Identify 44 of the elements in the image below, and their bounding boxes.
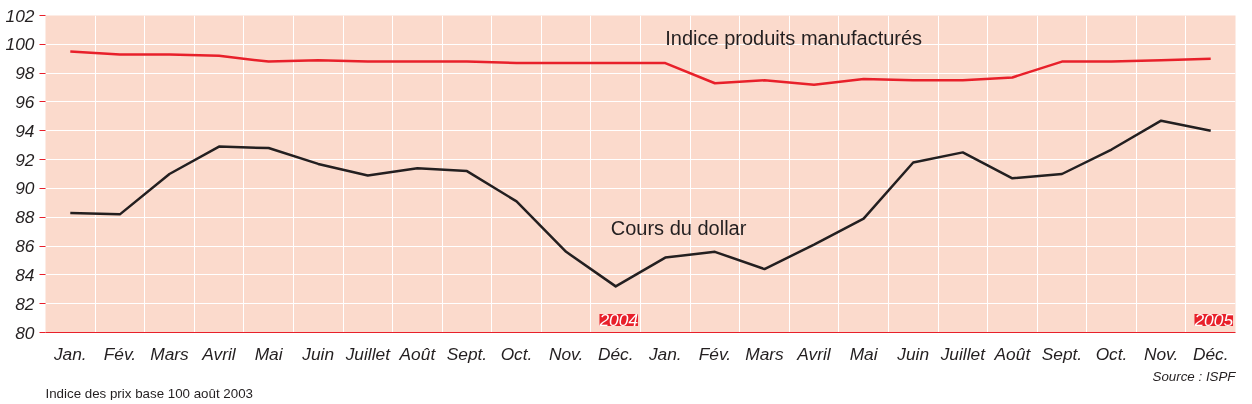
source-note: Source : ISPF [1152, 368, 1237, 384]
x-tick-label: Mars [745, 343, 785, 364]
x-tick-label: Juillet [344, 343, 392, 364]
x-tick-label: Jan. [647, 343, 682, 364]
x-tick-label: Nov. [1143, 343, 1179, 364]
x-tick-label: Juin [301, 343, 335, 364]
x-tick-label: Sept. [1041, 343, 1083, 364]
x-tick-label: Nov. [548, 343, 584, 364]
text: Indice des prix base 100 août 2003 [45, 385, 253, 401]
y-tick-label: 96 [15, 91, 35, 112]
x-tick-label: Déc. [1192, 343, 1229, 364]
y-tick-label: 100 [5, 34, 35, 55]
annotation: 2005 [1193, 310, 1234, 331]
x-tick-label: Oct. [500, 343, 533, 364]
x-tick-label: Fév. [698, 343, 732, 364]
y-tick-label: 82 [15, 293, 35, 314]
y-tick-label: 84 [15, 264, 35, 285]
y-tick-label: 86 [15, 236, 35, 257]
x-tick-label: Août [398, 343, 437, 364]
y-tick-label: 90 [15, 178, 35, 199]
x-tick-label: Avril [796, 343, 832, 364]
line-series [69, 119, 1212, 288]
x-tick-label: Mai [254, 343, 284, 364]
x-tick-label: Août [993, 343, 1032, 364]
x-tick-label: Avril [201, 343, 237, 364]
annotation: 2004 [598, 310, 639, 331]
x-tick-label: Déc. [597, 343, 634, 364]
series-label: Cours du dollar [610, 216, 747, 239]
y-tick-label: 94 [15, 120, 35, 141]
series-label: Indice produits manufacturés [665, 26, 923, 49]
y-tick-label: 88 [15, 207, 35, 228]
x-tick-label: Jan. [52, 343, 87, 364]
y-tick-label: 92 [15, 149, 35, 170]
x-tick-label: Fév. [103, 343, 137, 364]
x-tick-label: Sept. [446, 343, 488, 364]
y-tick-label: 80 [15, 322, 35, 343]
x-tick-label: Juillet [939, 343, 987, 364]
y-tick-label: 102 [5, 5, 35, 26]
x-tick-label: Mars [150, 343, 190, 364]
x-tick-label: Juin [896, 343, 930, 364]
y-tick-label: 98 [15, 63, 35, 84]
line-series [69, 50, 1212, 86]
x-tick-label: Oct. [1095, 343, 1128, 364]
x-tick-label: Mai [849, 343, 879, 364]
